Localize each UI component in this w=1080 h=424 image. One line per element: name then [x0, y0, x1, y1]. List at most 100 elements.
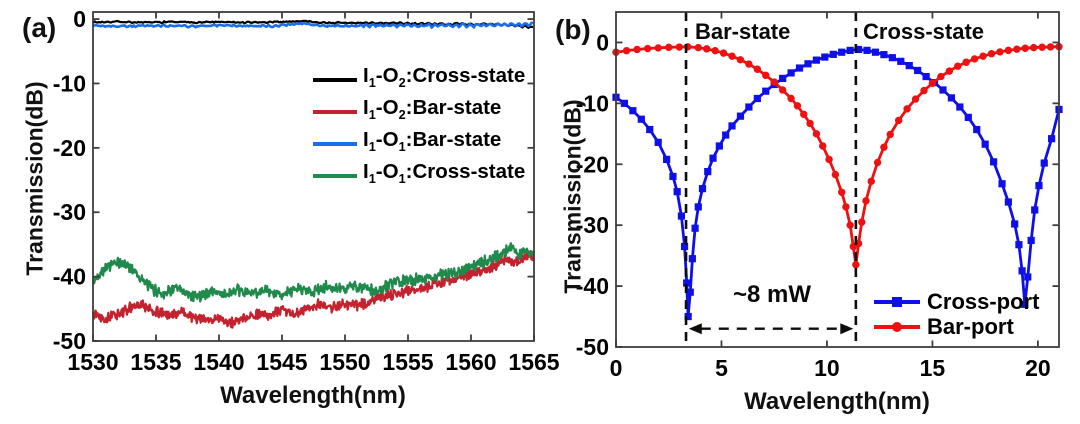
x-tick-label: 1565 [508, 349, 559, 375]
circle-marker-icon [979, 52, 987, 60]
circle-marker-icon [819, 142, 827, 150]
square-marker-icon [1031, 206, 1039, 214]
legend-item: I1-O1:Bar-state [313, 129, 525, 155]
circle-marker-icon [806, 119, 814, 128]
circle-marker-icon [838, 188, 846, 196]
circle-marker-icon [1004, 46, 1013, 55]
y-tick-label: -50 [576, 334, 609, 360]
square-marker-icon [973, 125, 981, 134]
circle-marker-icon [831, 170, 840, 179]
square-marker-icon [691, 224, 699, 232]
square-marker-icon [804, 60, 812, 68]
square-marker-icon [812, 56, 821, 64]
axes-box [615, 11, 1060, 348]
circle-marker-icon [987, 50, 996, 58]
square-marker-icon [892, 296, 902, 307]
circle-marker-icon [745, 60, 753, 68]
circle-marker-icon [846, 221, 854, 229]
x-tick-label: 1535 [130, 349, 181, 375]
panel-b-y-axis-label: Transmission(dB) [559, 99, 586, 294]
circle-marker-icon [892, 321, 902, 332]
circle-marker-icon [770, 78, 778, 86]
circle-marker-icon [825, 155, 833, 164]
x-tick-label: 1545 [256, 349, 307, 375]
legend-item-label: Bar-port [927, 314, 1014, 339]
square-marker-icon [871, 48, 880, 56]
square-marker-icon [981, 140, 989, 148]
square-marker-icon [914, 66, 922, 75]
legend-item-label: I1-O1:Cross-state [363, 160, 526, 187]
square-marker-icon [1035, 181, 1043, 190]
x-tick-label: 20 [1025, 355, 1051, 381]
y-tick-label: -20 [576, 151, 609, 177]
y-tick-label: 0 [73, 6, 86, 32]
square-marker-icon [1004, 198, 1012, 206]
square-marker-icon [905, 62, 913, 70]
legend-item-label: I1-O2:Bar-state [363, 96, 502, 123]
square-marker-icon [888, 54, 896, 62]
circle-marker-icon [812, 130, 821, 138]
circle-marker-icon [633, 45, 641, 54]
legend-item: I1-O1:Cross-state [313, 161, 525, 187]
circle-marker-icon [703, 45, 711, 53]
circle-marker-icon [937, 72, 945, 81]
square-marker-icon [863, 46, 871, 54]
square-marker-icon [779, 74, 787, 82]
square-marker-icon [629, 107, 637, 115]
circle-marker-icon [675, 43, 683, 51]
y-tick-label: -40 [576, 273, 609, 299]
square-marker-icon [1048, 135, 1056, 143]
square-marker-icon [1027, 236, 1035, 245]
square-marker-icon [854, 45, 863, 54]
square-marker-icon [620, 99, 629, 107]
bar-state-annotation: Bar-state [695, 19, 791, 44]
square-marker-icon [990, 158, 998, 166]
circle-marker-icon [753, 65, 762, 73]
square-marker-icon [684, 312, 692, 321]
y-tick-label: -30 [576, 212, 609, 238]
square-marker-icon [821, 53, 829, 61]
square-marker-icon [654, 138, 662, 146]
square-marker-icon [922, 72, 930, 81]
x-tick-label: 0 [610, 355, 623, 381]
x-tick-label: 10 [814, 355, 840, 381]
square-marker-icon [1015, 241, 1023, 249]
legend-line-swatch [313, 110, 357, 114]
panel-b-x-axis-label: Wavelength(nm) [744, 388, 930, 415]
legend-item-label: Cross-port [927, 289, 1040, 314]
circle-marker-icon [719, 49, 728, 57]
square-marker-icon [709, 154, 717, 162]
legend-item-label: I1-O1:Bar-state [363, 128, 502, 155]
x-tick-label: 1540 [193, 349, 244, 375]
circle-marker-icon [778, 86, 787, 94]
panel-a-legend: I1-O2:Cross-state I1-O2:Bar-state I1-O1:… [313, 65, 525, 187]
square-marker-icon [722, 131, 730, 139]
square-marker-icon [646, 125, 654, 134]
circle-marker-icon [711, 46, 719, 55]
legend-item: Bar-port [874, 314, 1039, 339]
square-marker-icon [998, 180, 1006, 188]
circle-marker-icon [736, 56, 745, 64]
circle-marker-icon [886, 130, 894, 139]
square-marker-icon [947, 94, 956, 102]
circle-marker-icon [873, 158, 882, 167]
circle-marker-icon [920, 86, 928, 95]
square-marker-icon [762, 87, 770, 95]
circle-marker-icon [962, 58, 970, 66]
square-marker-icon [838, 48, 846, 56]
x-tick-label: 15 [920, 355, 946, 381]
circle-marker-icon [762, 71, 770, 80]
square-marker-icon [787, 69, 795, 77]
circle-marker-icon [1021, 44, 1029, 52]
axes-box [92, 11, 535, 342]
circle-marker-icon [1046, 43, 1055, 51]
circle-marker-icon [800, 110, 808, 119]
legend-item-label: I1-O2:Cross-state [363, 64, 526, 91]
circle-marker-icon [970, 55, 979, 63]
circle-marker-icon [858, 218, 866, 226]
square-marker-icon [964, 113, 972, 121]
power-annotation: ~8 mW [732, 281, 812, 308]
square-marker-icon [829, 50, 837, 58]
